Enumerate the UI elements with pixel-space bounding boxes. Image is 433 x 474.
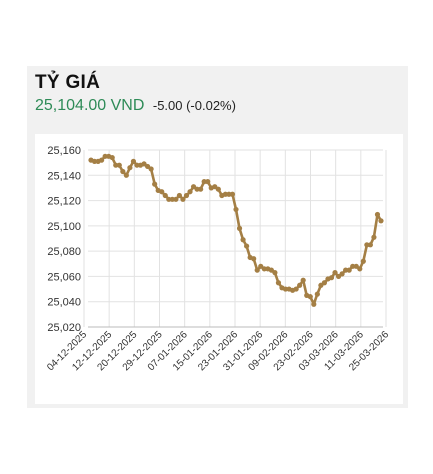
- data-point: [162, 192, 168, 199]
- y-tick-label: 25,060: [47, 271, 81, 283]
- data-point: [159, 189, 165, 195]
- y-tick-label: 25,140: [47, 170, 81, 182]
- data-point: [127, 165, 133, 171]
- data-point: [187, 189, 193, 195]
- data-point: [371, 234, 377, 240]
- data-point: [215, 186, 221, 192]
- y-tick-label: 25,020: [47, 322, 81, 334]
- data-point: [244, 243, 250, 249]
- rate-change: -5.00 (-0.02%): [152, 98, 236, 113]
- page-title: TỶ GIÁ: [35, 72, 101, 93]
- data-point: [314, 291, 320, 297]
- data-point: [205, 179, 211, 185]
- rate-line-chart: 25,020 25,040 25,060 25,080 25,100 25,120 25,1…: [45, 145, 391, 373]
- data-point: [198, 186, 204, 192]
- y-tick-label: 25,100: [47, 221, 81, 233]
- data-point: [367, 242, 373, 248]
- data-point: [116, 162, 122, 168]
- data-point: [254, 267, 260, 273]
- data-point: [339, 271, 345, 277]
- y-tick-label: 25,040: [47, 297, 81, 309]
- data-point: [311, 301, 317, 307]
- data-point: [99, 157, 105, 163]
- rate-chart-area: 25,020 25,040 25,060 25,080 25,100 25,120 25,1…: [35, 134, 403, 404]
- data-point: [293, 286, 299, 292]
- current-rate: 25,104.00 VND: [35, 97, 145, 114]
- y-tick-label: 25,080: [47, 246, 81, 258]
- data-point: [152, 181, 158, 187]
- data-point: [300, 277, 306, 283]
- data-point: [180, 196, 186, 202]
- data-point: [173, 196, 179, 202]
- data-point: [109, 154, 115, 161]
- rate-summary: 25,104.00 VND -5.00 (-0.02%): [35, 97, 236, 115]
- y-tick-label: 25,120: [47, 196, 81, 208]
- data-point: [374, 211, 381, 218]
- data-point: [233, 206, 239, 213]
- data-point: [229, 191, 236, 197]
- data-point: [357, 266, 363, 272]
- data-point: [272, 270, 278, 276]
- data-point: [148, 166, 154, 172]
- data-point: [130, 158, 137, 164]
- data-point: [297, 282, 303, 288]
- data-point: [176, 192, 183, 199]
- data-point: [321, 280, 328, 286]
- data-point: [275, 280, 282, 286]
- data-point: [120, 168, 126, 175]
- data-point: [251, 256, 257, 262]
- data-point: [378, 218, 384, 224]
- data-point: [240, 237, 246, 243]
- data-point: [307, 294, 313, 300]
- data-point: [123, 172, 129, 178]
- y-tick-label: 25,160: [47, 145, 81, 157]
- data-point: [332, 270, 338, 276]
- data-point: [183, 192, 190, 199]
- data-point: [328, 275, 335, 281]
- data-point: [360, 258, 366, 264]
- data-point: [236, 225, 243, 231]
- data-point: [346, 267, 352, 273]
